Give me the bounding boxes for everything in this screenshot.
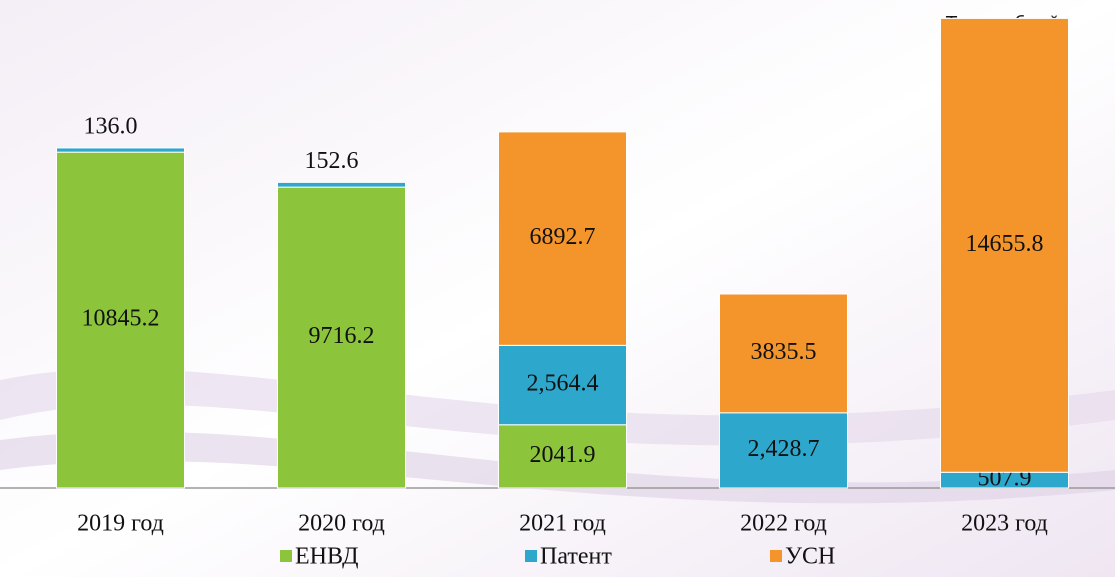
bar-segment [498,424,627,489]
data-label: 9716.2 [309,323,375,349]
data-label: 10845.2 [82,306,160,332]
legend-label: Патент [540,544,612,570]
x-tick-label: 2022 год [740,511,827,537]
legend-swatch [770,550,782,562]
bar-segment [719,412,848,489]
data-label: 152.6 [305,148,359,174]
data-label: 6892.7 [530,224,596,250]
legend-label: УСН [785,544,835,570]
bar-segment [498,344,627,426]
x-tick-label: 2021 год [519,511,606,537]
legend-swatch [525,550,537,562]
data-label: 2041.9 [530,442,596,468]
bar-segment [56,147,185,153]
data-label: 136.0 [84,113,138,139]
x-tick-label: 2019 год [77,511,164,537]
legend-label: ЕНВД [295,544,358,570]
bar-segment [277,186,406,489]
bar-segment [277,181,406,188]
bar-segment [940,17,1069,473]
data-label: 2,564.4 [527,371,599,397]
x-tick-label: 2020 год [298,511,385,537]
bar-segment [719,293,848,414]
data-label: 2,428.7 [748,436,820,462]
legend-swatch [280,550,292,562]
bar-segment [498,131,627,346]
x-tick-label: 2023 год [961,511,1048,537]
data-label: 3835.5 [751,339,817,365]
data-label: 14655.8 [966,231,1044,257]
